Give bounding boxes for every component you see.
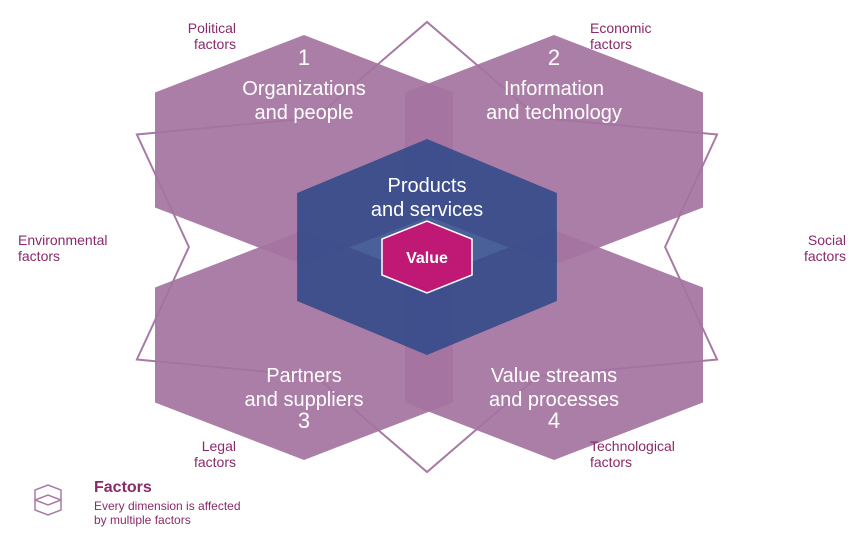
dimension-label-2-l2: and technology	[486, 102, 622, 124]
factor-label-technological: Technologicalfactors	[590, 438, 690, 470]
dimension-label-3-l1: Partners	[266, 365, 342, 387]
factor-label-social: Socialfactors	[746, 232, 846, 264]
factor-label-economic: Economicfactors	[590, 20, 690, 52]
four-dimensions-diagram: 1Organizationsand people2Informationand …	[0, 0, 854, 539]
dimension-number-4: 4	[548, 408, 560, 433]
legend-icon	[28, 481, 88, 517]
legend-title: Factors	[94, 479, 241, 497]
dimension-label-3-l2: and suppliers	[245, 389, 364, 411]
factor-label-legal: Legalfactors	[136, 438, 236, 470]
legend-subtitle: Every dimension is affectedby multiple f…	[94, 499, 241, 527]
products-services-l1: Products	[388, 175, 467, 197]
factor-label-political: Politicalfactors	[136, 20, 236, 52]
dimension-label-1-l2: and people	[255, 102, 354, 124]
dimension-number-1: 1	[298, 45, 310, 70]
legend: Factors Every dimension is affectedby mu…	[30, 479, 241, 527]
dimension-label-1-l1: Organizations	[242, 78, 365, 100]
dimension-label-2-l1: Information	[504, 78, 604, 100]
dimension-label-4-l2: and processes	[489, 389, 619, 411]
factor-label-environmental: Environmentalfactors	[18, 232, 118, 264]
dimension-label-4-l1: Value streams	[491, 365, 617, 387]
dimension-number-2: 2	[548, 45, 560, 70]
value-label: Value	[406, 250, 448, 267]
products-services-l2: and services	[371, 199, 483, 221]
dimension-number-3: 3	[298, 408, 310, 433]
